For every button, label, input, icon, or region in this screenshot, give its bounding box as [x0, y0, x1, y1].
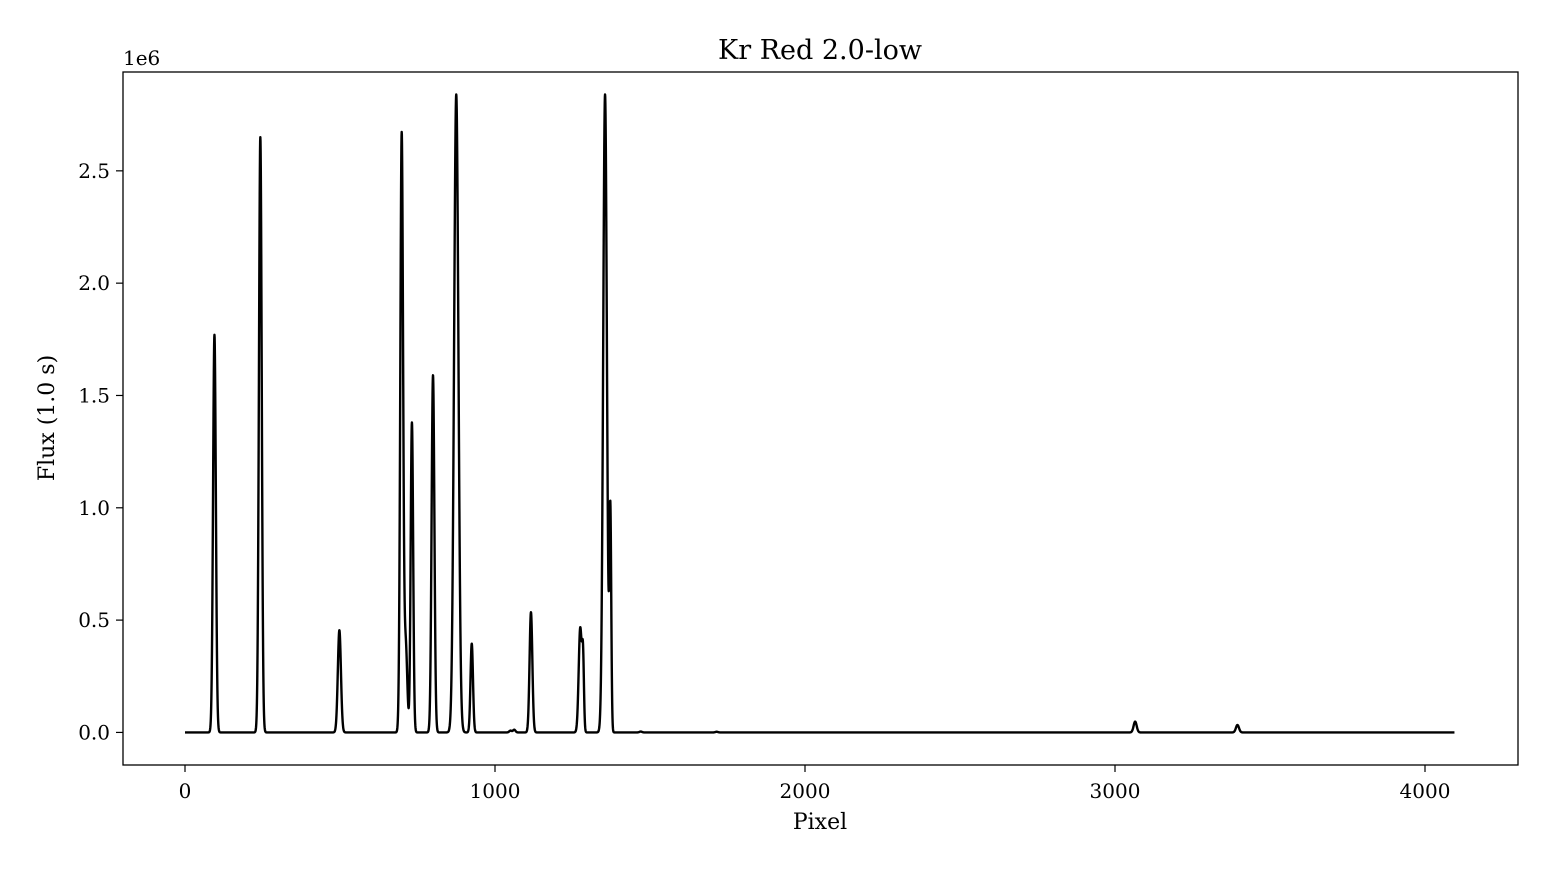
x-axis: 0 1000 2000 3000 4000 — [179, 765, 1451, 803]
x-tick-label: 1000 — [470, 779, 521, 803]
x-tick-label: 4000 — [1400, 779, 1451, 803]
x-tick-label: 2000 — [780, 779, 831, 803]
y-axis-title: Flux (1.0 s) — [35, 355, 60, 481]
y-tick-label: 2.0 — [78, 271, 110, 295]
y-tick-label: 1.5 — [78, 383, 110, 407]
spectrum-line — [183, 93, 1456, 734]
y-tick-label: 0.0 — [78, 720, 110, 744]
chart-title: Kr Red 2.0-low — [718, 35, 922, 66]
y-tick-label: 1.0 — [78, 496, 110, 520]
y-offset-text: 1e6 — [123, 46, 160, 70]
y-tick-label: 0.5 — [78, 608, 110, 632]
x-tick-label: 0 — [179, 779, 192, 803]
x-axis-title: Pixel — [793, 810, 847, 835]
x-tick-label: 3000 — [1090, 779, 1141, 803]
axes-frame — [122, 71, 1519, 766]
plot-area — [183, 93, 1456, 734]
y-axis: 0.0 0.5 1.0 1.5 2.0 2.5 — [78, 159, 123, 744]
y-tick-label: 2.5 — [78, 159, 110, 183]
